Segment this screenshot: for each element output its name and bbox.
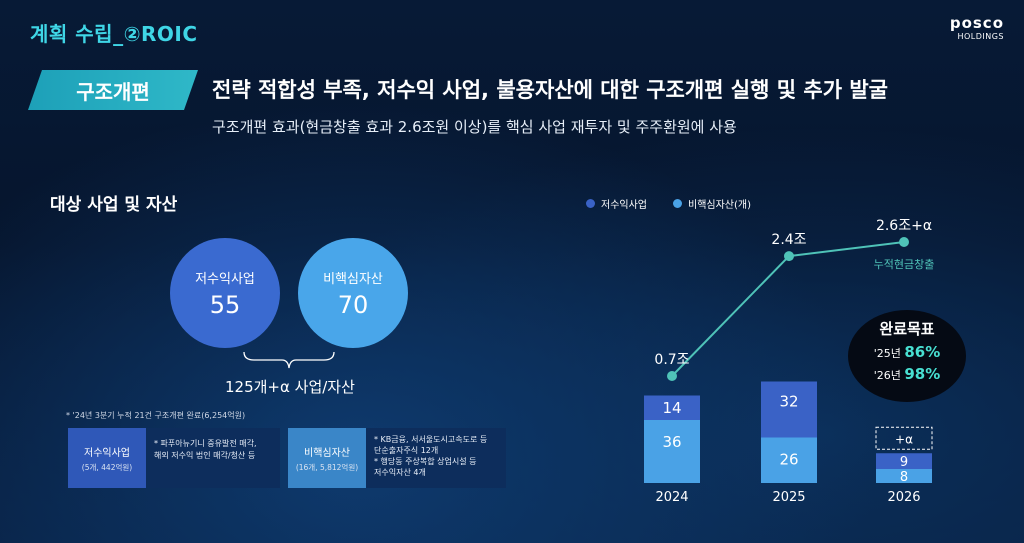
extra-box-2026 xyxy=(875,426,933,450)
goal-r2-label: '26년 xyxy=(873,369,901,382)
subheadline: 구조개편 효과(현금창출 효과 2.6조원 이상)를 핵심 사업 재투자 및 주… xyxy=(212,118,737,136)
x-tick-2025: 2025 xyxy=(772,490,805,505)
posco-logo: posco HOLDINGS xyxy=(950,14,1004,41)
box2-header: 비핵심자산 (16개, 5,812억원) xyxy=(288,428,366,488)
legend-b: 비핵심자산(개) xyxy=(688,200,752,211)
bar-light-label-2026: 8 xyxy=(900,470,908,485)
circle1-value: 55 xyxy=(209,290,241,319)
goal-r1-label: '25년 xyxy=(873,347,901,360)
logo-bottom: HOLDINGS xyxy=(957,32,1004,41)
bar-dark-label-2026: 9 xyxy=(900,455,908,470)
legend-dot-b xyxy=(673,199,682,208)
page-title: 계획 수립_②ROIC xyxy=(30,22,198,46)
section-tag: 구조개편 xyxy=(28,70,198,110)
completion-note: * '24년 3분기 누적 21건 구조개편 완료(6,254억원) xyxy=(66,411,246,420)
non-core-box: 비핵심자산 (16개, 5,812억원) * KB금융, 서서울도시고속도로 등… xyxy=(288,428,506,488)
section-title: 대상 사업 및 자산 xyxy=(50,195,178,215)
bar-light-label-2024: 36 xyxy=(662,433,681,451)
goal-r2-value: 98% xyxy=(904,365,941,383)
box2-title: 비핵심자산 xyxy=(304,447,350,459)
bar-light-label-2025: 26 xyxy=(779,451,798,469)
cash-label-2025: 2.4조 xyxy=(771,232,806,248)
logo-top: posco xyxy=(949,14,1004,32)
chart-legend: 저수익사업 비핵심자산(개) xyxy=(586,196,751,211)
bar-dark-2024 xyxy=(644,395,700,420)
legend-a: 저수익사업 xyxy=(601,200,647,211)
cash-point-2026 xyxy=(899,237,909,247)
bar-light-2026 xyxy=(876,469,932,483)
low-profit-circle: 저수익사업 55 xyxy=(170,238,280,348)
box2-sub: (16개, 5,812억원) xyxy=(295,462,359,472)
headline: 전략 적합성 부족, 저수익 사업, 불용자산에 대한 구조개편 실행 및 추가… xyxy=(212,78,888,102)
bar-dark-label-2024: 14 xyxy=(662,399,681,417)
goal-r1-value: 86% xyxy=(904,343,941,361)
box1-body: * 파푸아뉴기니 중유발전 매각, 해외 저수익 법인 매각/청산 등 xyxy=(154,439,257,460)
cash-label-2026: 2.6조+α xyxy=(876,218,932,234)
goal-title: 완료목표 xyxy=(879,320,935,338)
completion-goal: 완료목표 '25년 86% '26년 98% xyxy=(848,310,966,402)
circle2-label: 비핵심자산 xyxy=(323,271,383,287)
low-profit-box: 저수익사업 (5개, 442억원) * 파푸아뉴기니 중유발전 매각, 해외 저… xyxy=(68,428,280,488)
cash-point-2024 xyxy=(667,371,677,381)
cash-series-label: 누적현금창출 xyxy=(874,258,935,271)
box2-body: * KB금융, 서서울도시고속도로 등 단순출자주식 12개 * 행당동 주상복… xyxy=(374,435,488,477)
bar-dark-2026 xyxy=(876,453,932,469)
bar-dark-2025 xyxy=(761,381,817,438)
restructuring-chart: 36 14 2024 26 32 2025 89 2026 +α 0.7조 2.4조 2.6조+α 누적… xyxy=(644,218,935,505)
x-tick-2024: 2024 xyxy=(655,490,688,505)
box1-sub: (5개, 442억원) xyxy=(81,462,133,472)
cash-point-2025 xyxy=(784,251,794,262)
bar-light-2025 xyxy=(761,437,817,483)
bar-dark-label-2025: 32 xyxy=(779,393,798,411)
extra-label-2026: +α xyxy=(895,432,913,446)
non-core-circle: 비핵심자산 70 xyxy=(298,238,408,348)
goal-row-25: '25년 86% xyxy=(848,343,966,361)
x-tick-2026: 2026 xyxy=(887,490,920,505)
goal-row-26: '26년 98% xyxy=(848,365,966,383)
box1-header: 저수익사업 (5개, 442억원) xyxy=(68,428,146,488)
circle1-label: 저수익사업 xyxy=(195,271,255,287)
brace-icon xyxy=(243,351,335,369)
legend-dot-a xyxy=(586,199,595,208)
box1-title: 저수익사업 xyxy=(84,447,130,459)
cash-label-2024: 0.7조 xyxy=(654,352,689,368)
bar-light-2024 xyxy=(644,420,700,483)
total-label: 125개+α 사업/자산 xyxy=(225,378,355,396)
circle2-value: 70 xyxy=(337,290,369,319)
